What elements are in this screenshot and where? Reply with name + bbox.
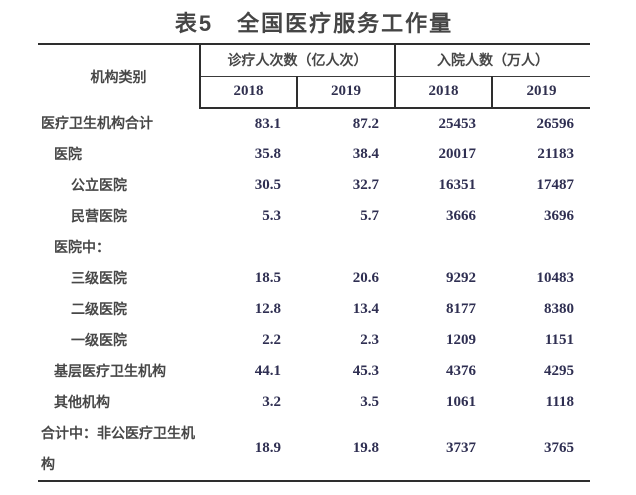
cell-visits-2019: 13.4 — [352, 301, 379, 317]
cell-visits-2018: 18.9 — [254, 440, 281, 457]
cell-visits-2018 — [200, 232, 297, 263]
cell-visits-2019: 3.5 — [360, 394, 379, 410]
table-row: 三级医院 18.5 20.6 9292 10483 — [38, 263, 590, 294]
cell-admissions-2018: 20017 — [438, 146, 477, 162]
row-label: 医疗卫生机构合计 — [41, 115, 153, 132]
header-admissions-2019: 2019 — [492, 76, 590, 109]
row-label: 医院中： — [54, 239, 110, 256]
row-label: 合计中：非公医疗卫生机构 — [41, 425, 195, 472]
row-label: 公立医院 — [71, 177, 127, 194]
cell-admissions-2019: 17487 — [536, 177, 575, 193]
cell-admissions-2019: 1118 — [545, 394, 574, 410]
cell-admissions-2018: 8177 — [446, 301, 476, 317]
table-row: 医疗卫生机构合计 83.1 87.2 25453 26596 — [38, 108, 590, 139]
table-row: 公立医院 30.5 32.7 16351 17487 — [38, 170, 590, 201]
cell-visits-2018: 35.8 — [254, 146, 281, 162]
cell-visits-2019: 5.7 — [360, 208, 379, 224]
cell-admissions-2019: 1151 — [544, 332, 574, 348]
header-visits-2018: 2018 — [200, 76, 298, 109]
header-visits-2019: 2019 — [297, 76, 396, 109]
cell-admissions-2018 — [395, 232, 492, 263]
header-group-row: 机构类别 诊疗人次数（亿人次） 入院人数（万人） — [38, 44, 590, 108]
cell-visits-2018: 18.5 — [254, 270, 281, 286]
cell-visits-2018: 3.2 — [262, 394, 281, 410]
table-row: 其他机构 3.2 3.5 1061 1118 — [38, 387, 590, 418]
cell-admissions-2018: 4376 — [446, 363, 476, 379]
cell-visits-2018: 2.2 — [262, 332, 281, 348]
cell-visits-2018: 83.1 — [254, 115, 281, 132]
table-body: 医疗卫生机构合计 83.1 87.2 25453 26596 医院 35.8 3… — [38, 108, 590, 481]
header-group-visits: 诊疗人次数（亿人次） — [200, 44, 396, 77]
medical-workload-table: 机构类别 诊疗人次数（亿人次） 入院人数（万人） 2018 2019 2018 … — [38, 43, 590, 482]
table-row: 合计中：非公医疗卫生机构 18.9 19.8 3737 3765 — [38, 418, 590, 481]
table-row: 医院中： — [38, 232, 590, 263]
cell-admissions-2019: 10483 — [536, 270, 575, 286]
table-row: 一级医院 2.2 2.3 1209 1151 — [38, 325, 590, 356]
header-admissions-2018: 2018 — [395, 76, 493, 109]
header-group-admissions: 入院人数（万人） — [395, 44, 590, 77]
table-row: 医院 35.8 38.4 20017 21183 — [38, 139, 590, 170]
cell-visits-2018: 12.8 — [254, 301, 281, 317]
row-label: 二级医院 — [71, 301, 127, 318]
cell-admissions-2019 — [492, 232, 590, 263]
cell-visits-2019: 19.8 — [352, 440, 379, 457]
cell-admissions-2018: 9292 — [446, 270, 476, 286]
row-label: 医院 — [54, 146, 82, 163]
row-label: 一级医院 — [71, 332, 127, 349]
cell-admissions-2018: 1209 — [446, 332, 476, 348]
cell-visits-2019: 32.7 — [352, 177, 379, 193]
cell-visits-2018: 30.5 — [254, 177, 281, 193]
cell-admissions-2019: 26596 — [536, 115, 575, 132]
cell-visits-2019: 45.3 — [352, 363, 379, 379]
cell-visits-2019 — [297, 232, 395, 263]
row-label: 三级医院 — [71, 270, 127, 287]
cell-visits-2019: 20.6 — [352, 270, 379, 286]
cell-admissions-2018: 3666 — [446, 208, 476, 224]
cell-visits-2019: 2.3 — [360, 332, 379, 348]
header-category: 机构类别 — [38, 44, 201, 108]
row-label: 基层医疗卫生机构 — [54, 363, 166, 380]
table-row: 基层医疗卫生机构 44.1 45.3 4376 4295 — [38, 356, 590, 387]
table-header: 机构类别 诊疗人次数（亿人次） 入院人数（万人） 2018 2019 2018 … — [38, 44, 590, 109]
cell-visits-2018: 44.1 — [254, 363, 281, 379]
cell-admissions-2019: 3696 — [544, 208, 574, 224]
cell-visits-2018: 5.3 — [262, 208, 281, 224]
cell-admissions-2018: 3737 — [446, 440, 476, 457]
row-label: 其他机构 — [54, 394, 110, 411]
cell-admissions-2019: 4295 — [544, 363, 574, 379]
table-row: 二级医院 12.8 13.4 8177 8380 — [38, 294, 590, 325]
table-row: 民营医院 5.3 5.7 3666 3696 — [38, 201, 590, 232]
cell-admissions-2018: 25453 — [438, 115, 477, 132]
cell-admissions-2019: 21183 — [537, 146, 574, 162]
cell-admissions-2018: 1061 — [446, 394, 476, 410]
cell-visits-2019: 87.2 — [352, 115, 379, 132]
cell-admissions-2019: 8380 — [544, 301, 574, 317]
cell-visits-2019: 38.4 — [352, 146, 379, 162]
header-year-row: 2018 2019 2018 2019 — [38, 76, 590, 109]
cell-admissions-2018: 16351 — [438, 177, 477, 193]
row-label: 民营医院 — [71, 208, 127, 225]
table-title: 表5 全国医疗服务工作量 — [174, 11, 454, 36]
cell-admissions-2019: 3765 — [544, 440, 574, 457]
